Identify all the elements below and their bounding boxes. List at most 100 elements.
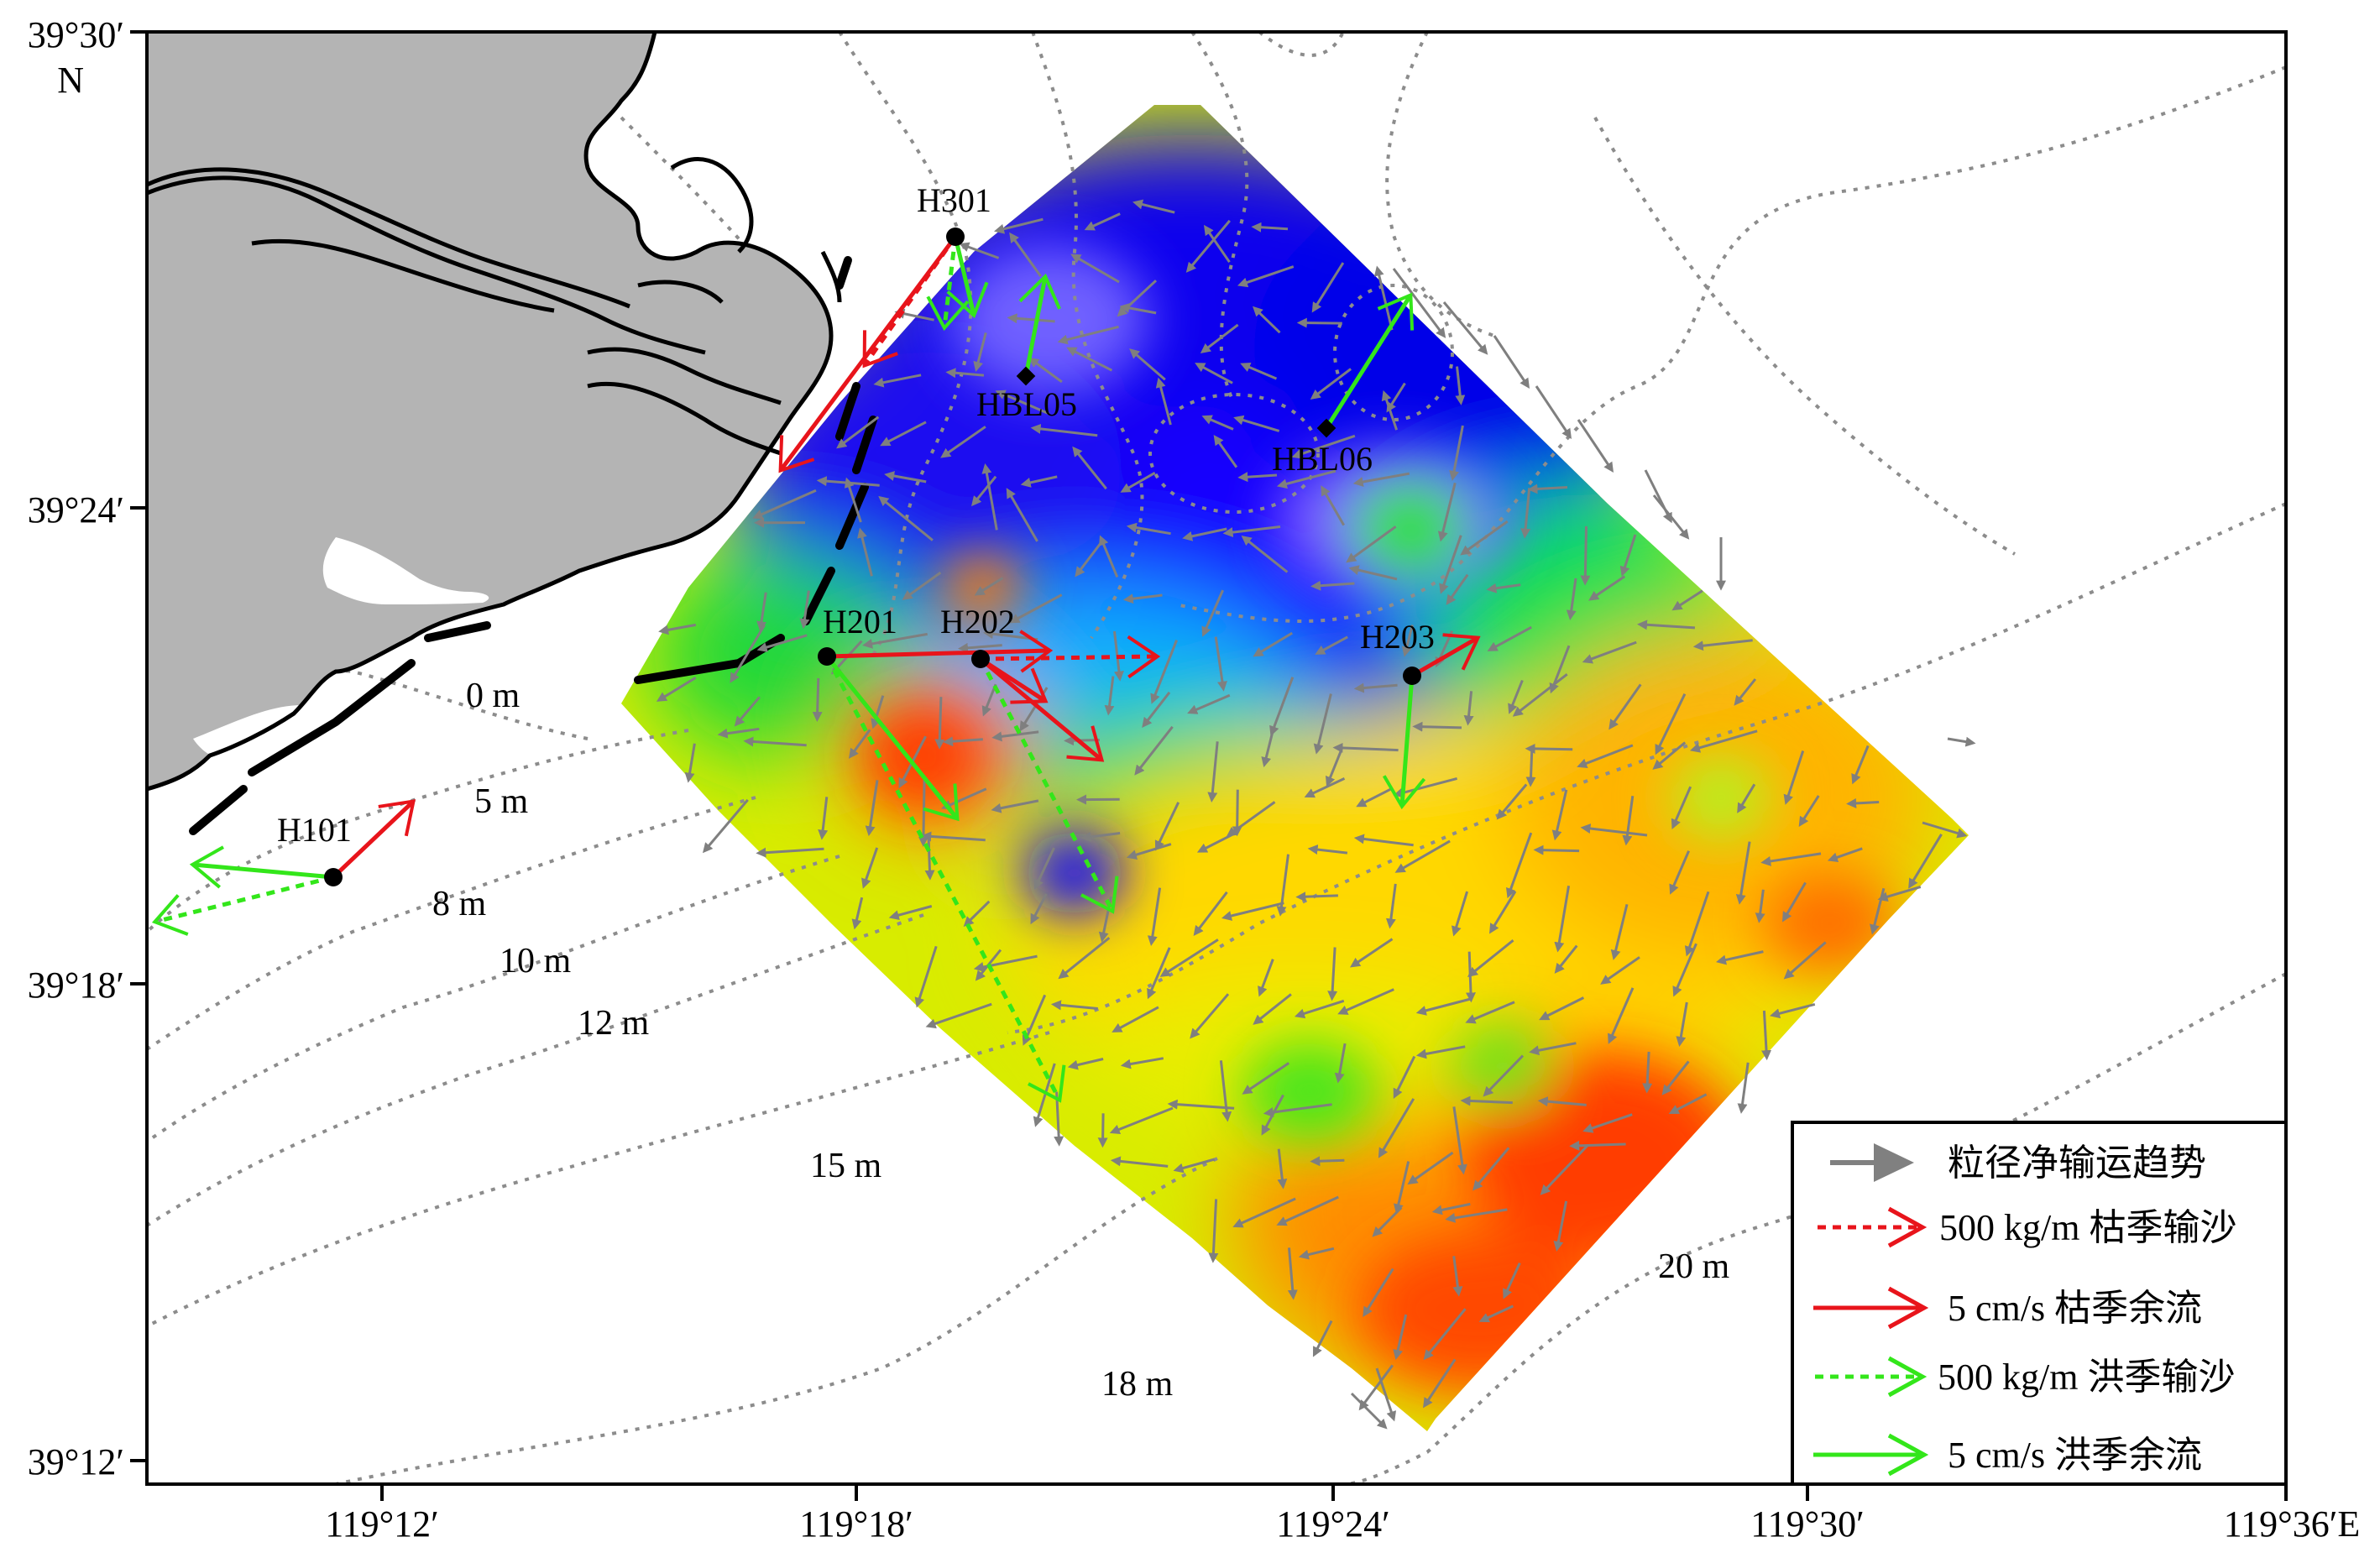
trend-arrow-197 bbox=[1452, 891, 1469, 937]
trend-arrow-171 bbox=[1033, 847, 1055, 890]
trend-arrow-291 bbox=[1535, 385, 1572, 439]
trend-arrow-121 bbox=[1508, 679, 1524, 714]
trend-arrow-69 bbox=[1580, 525, 1591, 586]
trend-arrow-74 bbox=[902, 571, 942, 600]
trend-arrow-122 bbox=[1512, 673, 1568, 717]
trend-arrow-83 bbox=[1446, 573, 1469, 605]
legend-label-flood-transport: 500 kg/m 洪季输沙 bbox=[1938, 1357, 2235, 1398]
trend-arrow-190 bbox=[1030, 893, 1048, 925]
station-marker-h301[interactable] bbox=[946, 227, 965, 246]
depth-label-20m: 20 m bbox=[1658, 1247, 1730, 1286]
trend-arrow-262 bbox=[1110, 1156, 1169, 1168]
station-marker-h202[interactable] bbox=[971, 650, 990, 668]
trend-arrow-255 bbox=[1263, 1103, 1332, 1117]
trend-arrow-64 bbox=[1222, 525, 1281, 538]
legend: 粒径净输运趋势 500 kg/m 枯季输沙 5 cm/s 枯季余流 500 kg… bbox=[1791, 1121, 2288, 1486]
station-marker-h101[interactable] bbox=[324, 868, 343, 886]
trend-arrow-154 bbox=[1154, 802, 1180, 851]
depth-label-10m: 10 m bbox=[500, 942, 572, 980]
trend-arrow-279 bbox=[1298, 1247, 1335, 1260]
trend-arrow-14 bbox=[1007, 313, 1055, 324]
station-label-h301: H301 bbox=[917, 181, 991, 219]
trend-arrow-95 bbox=[1113, 630, 1124, 682]
season-vectors bbox=[151, 235, 1481, 1103]
trend-arrow-119 bbox=[1353, 682, 1398, 693]
h101-flood-transport bbox=[151, 875, 334, 936]
legend-label-flood-current: 5 cm/s 洪季余流 bbox=[1948, 1435, 2202, 1476]
trend-arrow-117 bbox=[1269, 677, 1295, 737]
trend-arrow-203 bbox=[1781, 881, 1807, 923]
trend-arrow-298 bbox=[1350, 1392, 1388, 1430]
trend-arrow-149 bbox=[865, 780, 879, 837]
trend-arrow-3 bbox=[1185, 219, 1231, 273]
trend-arrow-124 bbox=[1655, 693, 1687, 755]
trend-arrow-249 bbox=[1737, 1062, 1750, 1114]
trend-arrow-170 bbox=[921, 831, 986, 842]
trend-arrow-63 bbox=[1182, 527, 1227, 541]
station-marker-h203[interactable] bbox=[1403, 667, 1421, 685]
trend-arrow-127 bbox=[717, 727, 760, 739]
trend-arrow-257 bbox=[1452, 1106, 1467, 1175]
trend-arrow-110 bbox=[871, 695, 885, 729]
trend-arrow-238 bbox=[1067, 1058, 1104, 1070]
trend-arrow-152 bbox=[991, 799, 1039, 813]
legend-box bbox=[1791, 1121, 2288, 1486]
station-marker-hbl06[interactable] bbox=[1316, 418, 1336, 438]
legend-item-dry-transport: 500 kg/m 枯季输沙 bbox=[1818, 1206, 2236, 1248]
trend-arrow-283 bbox=[1312, 1320, 1333, 1357]
trend-arrow-258 bbox=[1460, 1095, 1513, 1106]
trend-arrow-28 bbox=[1310, 368, 1352, 400]
h203-dry-current bbox=[1410, 633, 1481, 678]
trend-arrow-132 bbox=[991, 730, 1039, 742]
trend-arrow-6 bbox=[1009, 232, 1042, 277]
trend-arrow-174 bbox=[1196, 831, 1237, 853]
h202-flood-transport bbox=[978, 657, 1119, 914]
trend-arrow-274 bbox=[1372, 1206, 1403, 1237]
trend-arrow-292 bbox=[1577, 419, 1614, 473]
trend-arrow-139 bbox=[1412, 721, 1462, 732]
trend-arrow-59 bbox=[981, 463, 998, 531]
legend-item-flood-transport: 500 kg/m 洪季输沙 bbox=[1815, 1356, 2235, 1398]
trend-arrow-245 bbox=[1483, 1054, 1525, 1097]
station-marker-hbl05[interactable] bbox=[1016, 366, 1036, 386]
trend-arrow-37 bbox=[1201, 415, 1234, 431]
trend-arrow-211 bbox=[1159, 938, 1219, 977]
trend-arrow-114 bbox=[1104, 676, 1115, 716]
trend-arrow-108 bbox=[734, 696, 761, 727]
trend-arrow-115 bbox=[1142, 691, 1171, 729]
trend-arrow-217 bbox=[1554, 944, 1578, 974]
trend-arrow-54 bbox=[1520, 488, 1531, 539]
trend-arrow-184 bbox=[1760, 852, 1822, 866]
trend-arrow-162 bbox=[1622, 795, 1635, 846]
trend-arrow-38 bbox=[1233, 415, 1280, 432]
trend-arrow-227 bbox=[1253, 993, 1292, 1025]
trend-arrow-157 bbox=[1304, 777, 1346, 798]
h101-flood-current bbox=[189, 845, 334, 889]
station-label-h203: H203 bbox=[1360, 618, 1435, 656]
trend-arrow-48 bbox=[1120, 471, 1156, 493]
h202-dry-current-2 bbox=[979, 657, 1105, 762]
trend-arrow-105 bbox=[1637, 620, 1695, 630]
trend-arrow-23 bbox=[1028, 357, 1063, 384]
lon-label-1: 119°12′ bbox=[325, 1503, 439, 1545]
trend-arrow-102 bbox=[1487, 625, 1532, 651]
trend-arrow-234 bbox=[1676, 1001, 1688, 1047]
trend-arrow-68 bbox=[1460, 520, 1509, 556]
lat-label-3: 39°18′ bbox=[28, 965, 124, 1006]
trend-arrow-52 bbox=[1352, 472, 1410, 487]
trend-arrow-138 bbox=[1332, 742, 1399, 753]
trend-arrow-205 bbox=[1877, 886, 1922, 902]
station-marker-h201[interactable] bbox=[818, 647, 836, 666]
trend-arrow-143 bbox=[1652, 741, 1687, 770]
map-frame bbox=[145, 30, 2288, 1486]
trend-arrow-41 bbox=[1449, 425, 1464, 481]
lon-label-5: 119°36′E bbox=[2224, 1503, 2360, 1545]
trend-arrow-25 bbox=[1129, 348, 1166, 381]
trend-arrow-36 bbox=[1155, 377, 1172, 426]
trend-arrow-135 bbox=[1207, 741, 1219, 803]
station-label-hbl05: HBL05 bbox=[976, 385, 1077, 423]
lon-label-4: 119°30′ bbox=[1750, 1503, 1865, 1545]
trend-arrow-295 bbox=[1652, 494, 1690, 540]
trend-arrow-100 bbox=[1401, 625, 1414, 657]
trend-arrow-169 bbox=[924, 836, 935, 881]
